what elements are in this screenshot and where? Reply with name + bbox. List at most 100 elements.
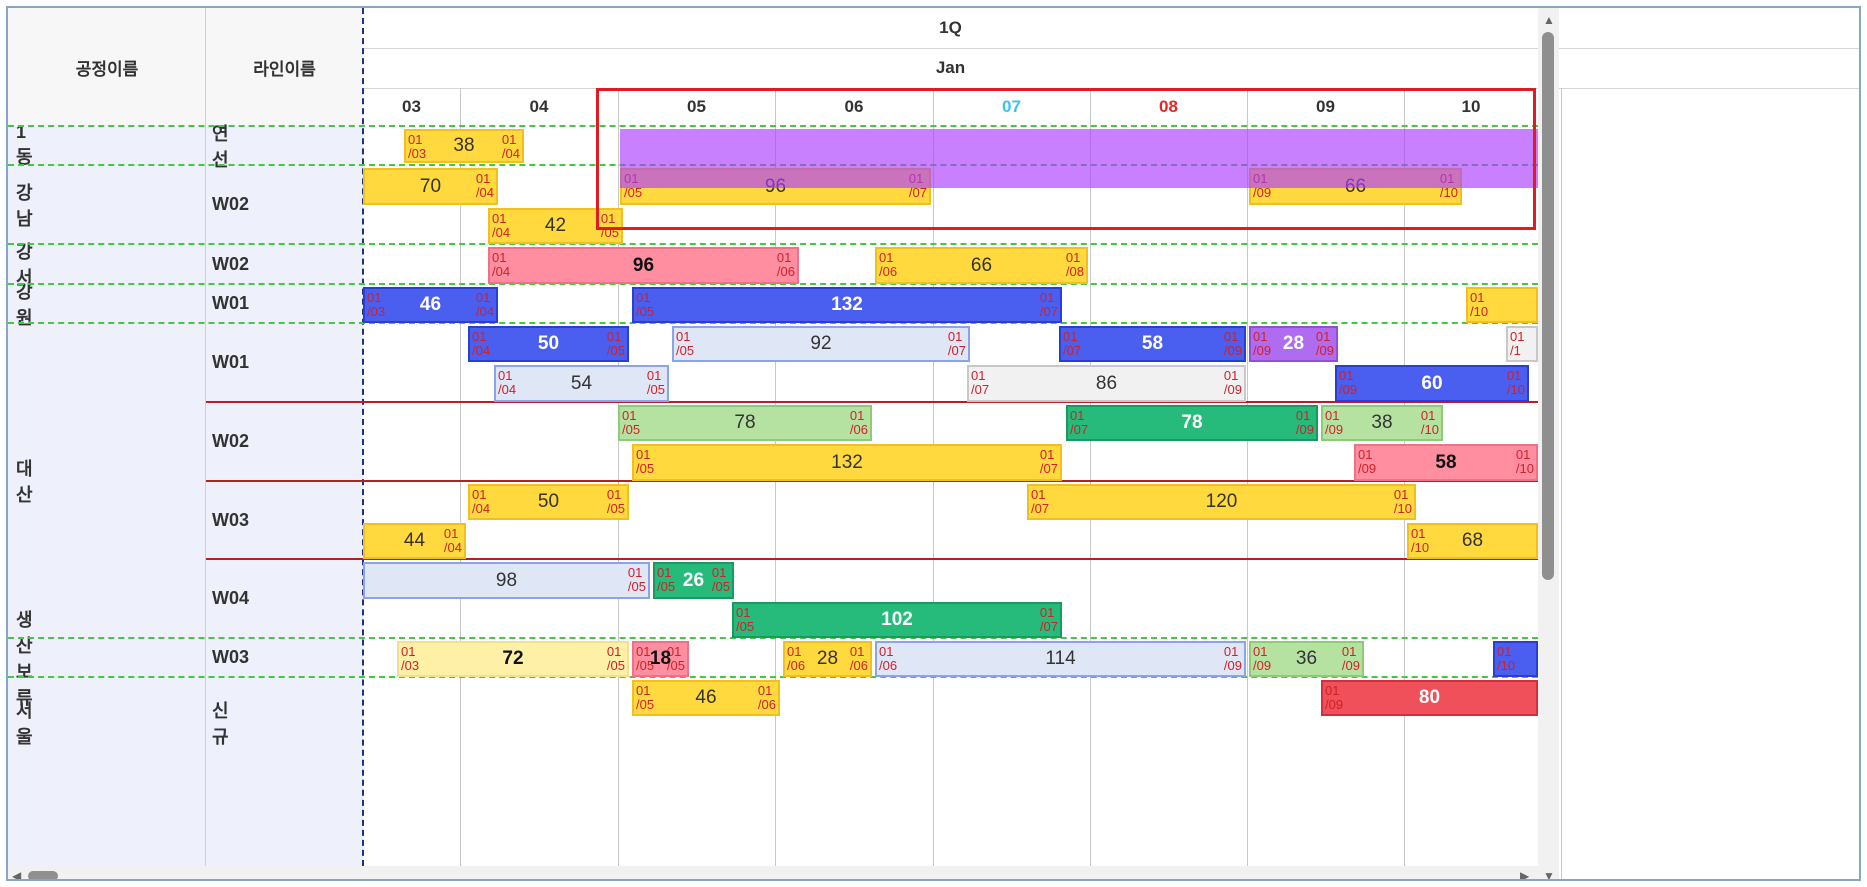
task-start-date: 01 /04 xyxy=(472,487,491,516)
task-bar[interactable]: 01 /09 01 /09 36 xyxy=(1249,641,1364,677)
process-name: 대산 xyxy=(16,458,33,505)
task-quantity: 66 xyxy=(970,254,993,276)
day-gridline xyxy=(618,88,619,879)
task-quantity: 114 xyxy=(1045,648,1076,669)
task-start-date: 01 /10 xyxy=(1470,290,1489,319)
task-bar[interactable]: 01 /07 01 /09 86 xyxy=(967,365,1246,402)
process-column-header: 공정이름 xyxy=(75,59,139,79)
task-quantity: 78 xyxy=(1181,412,1203,433)
day-gridline xyxy=(775,88,776,879)
day-gridline xyxy=(1247,88,1248,879)
task-start-date: 01 /05 xyxy=(736,605,755,634)
task-end-date: 01 /09 xyxy=(1223,329,1242,358)
scroll-left-arrow[interactable]: ◀ xyxy=(12,869,22,881)
task-bar[interactable]: 01 /05 01 /07 132 xyxy=(632,287,1062,323)
day-gridline xyxy=(1561,88,1562,879)
task-start-date: 01 /10 xyxy=(1411,526,1430,555)
task-start-date: 01 /09 xyxy=(1253,644,1272,673)
task-end-date: 01 /06 xyxy=(849,644,868,673)
task-bar[interactable]: 01 /10 xyxy=(1466,287,1538,323)
task-bar[interactable]: 01 /04 01 /05 50 xyxy=(468,326,629,362)
task-quantity: 120 xyxy=(1205,491,1238,512)
task-end-date: 01 /10 xyxy=(1515,447,1534,476)
task-bar[interactable]: 01 /09 01 /09 28 xyxy=(1249,326,1338,362)
process-name: 강남 xyxy=(16,182,33,229)
line-name: W01 xyxy=(212,352,250,372)
task-quantity: 50 xyxy=(537,333,560,354)
task-bar[interactable]: 01 /05 01 /05 26 xyxy=(653,562,734,599)
header-divider xyxy=(205,8,206,879)
task-start-date: 01 /1 xyxy=(1510,329,1525,358)
task-quantity: 72 xyxy=(502,648,524,669)
task-start-date: 01 /04 xyxy=(492,250,511,279)
task-bar[interactable]: 01 /06 01 /06 28 xyxy=(783,641,872,677)
task-quantity: 28 xyxy=(816,648,839,669)
task-bar[interactable]: 01 /04 01 /05 42 xyxy=(488,208,623,244)
task-bar[interactable]: 01 /09 80 xyxy=(1321,680,1538,716)
horizontal-scrollbar[interactable] xyxy=(8,866,1538,879)
task-start-date: 01 /05 xyxy=(636,683,655,712)
task-quantity xyxy=(1468,289,1536,321)
task-bar[interactable]: 01 /03 01 /05 72 xyxy=(397,641,629,677)
task-start-date: 01 /04 xyxy=(498,368,517,397)
task-bar[interactable]: 01 /09 01 /10 60 xyxy=(1335,365,1529,402)
task-end-date: 01 /09 xyxy=(1315,329,1334,358)
task-bar[interactable]: 01 /06 01 /09 114 xyxy=(875,641,1246,677)
task-bar[interactable]: 01 /05 98 xyxy=(363,562,650,599)
task-bar[interactable]: 01 /04 01 /06 96 xyxy=(488,247,799,284)
header-bg xyxy=(8,8,363,126)
task-quantity: 50 xyxy=(537,491,560,512)
task-quantity: 18 xyxy=(649,648,672,669)
day-header: 08 xyxy=(1159,97,1178,116)
task-quantity xyxy=(1495,643,1536,675)
line-name: 연선 xyxy=(212,123,229,170)
task-bar[interactable]: 01 /07 01 /09 58 xyxy=(1059,326,1246,362)
task-quantity: 132 xyxy=(831,451,863,473)
task-quantity: 46 xyxy=(419,294,442,315)
task-bar[interactable]: 01 /06 01 /08 66 xyxy=(875,247,1088,284)
line-name: W03 xyxy=(212,509,250,530)
task-start-date: 01 /03 xyxy=(408,132,427,161)
task-end-date: 01 /05 xyxy=(666,644,685,673)
task-bar[interactable]: 01 /05 01 /06 78 xyxy=(618,405,872,441)
scroll-up-arrow[interactable]: ▲ xyxy=(1543,13,1555,27)
task-bar[interactable]: 01 /03 01 /04 38 xyxy=(404,129,524,163)
task-bar[interactable]: 01 /09 01 /10 38 xyxy=(1321,405,1443,441)
task-quantity: 78 xyxy=(734,412,756,433)
task-bar[interactable]: 01 /05 01 /05 18 xyxy=(632,641,689,677)
task-bar[interactable]: 01 /04 01 /05 50 xyxy=(468,484,629,520)
task-start-date: 01 /07 xyxy=(1063,329,1082,358)
row-separator xyxy=(8,676,1538,678)
task-bar[interactable]: 01 /05 01 /07 92 xyxy=(672,326,970,362)
task-bar[interactable]: 01 /05 01 /06 46 xyxy=(632,680,780,716)
task-bar[interactable]: 01 /07 01 /09 78 xyxy=(1066,405,1318,441)
task-bar[interactable]: 01 /1 xyxy=(1506,326,1538,362)
task-start-date: 01 /07 xyxy=(1031,487,1050,516)
day-header: 07 xyxy=(1002,97,1021,116)
task-quantity: 98 xyxy=(495,569,518,591)
task-bar[interactable]: 01 /09 01 /10 58 xyxy=(1354,444,1538,481)
task-start-date: 01 /09 xyxy=(1253,329,1272,358)
task-start-date: 01 /05 xyxy=(657,565,676,594)
task-bar[interactable]: 01 /05 01 /07 102 xyxy=(732,602,1062,638)
task-start-date: 01 /06 xyxy=(787,644,806,673)
task-bar[interactable]: 01 /10 xyxy=(1493,641,1538,677)
line-name: 신규 xyxy=(212,700,229,747)
quarter-divider xyxy=(363,48,1859,49)
scroll-down-arrow[interactable]: ▼ xyxy=(1543,869,1555,881)
task-bar[interactable]: 01 /05 01 /07 132 xyxy=(632,444,1062,481)
process-name: 1동 xyxy=(16,122,33,167)
task-quantity: 102 xyxy=(881,609,913,630)
task-start-date: 01 /05 xyxy=(636,447,655,476)
task-bar[interactable]: 01 /07 01 /10 120 xyxy=(1027,484,1416,520)
scroll-right-arrow[interactable]: ▶ xyxy=(1520,869,1530,881)
task-bar[interactable]: 01 /04 44 xyxy=(363,523,466,559)
horizontal-scroll-thumb[interactable] xyxy=(28,871,58,879)
task-bar[interactable]: 01 /04 70 xyxy=(363,168,498,205)
task-end-date: 01 /07 xyxy=(1039,290,1058,319)
task-bar[interactable]: 01 /04 01 /05 54 xyxy=(494,365,669,402)
task-bar[interactable]: 01 /10 68 xyxy=(1407,523,1538,559)
vertical-scroll-thumb[interactable] xyxy=(1542,32,1554,580)
task-quantity: 60 xyxy=(1421,372,1443,394)
task-bar[interactable]: 01 /03 01 /04 46 xyxy=(363,287,498,323)
